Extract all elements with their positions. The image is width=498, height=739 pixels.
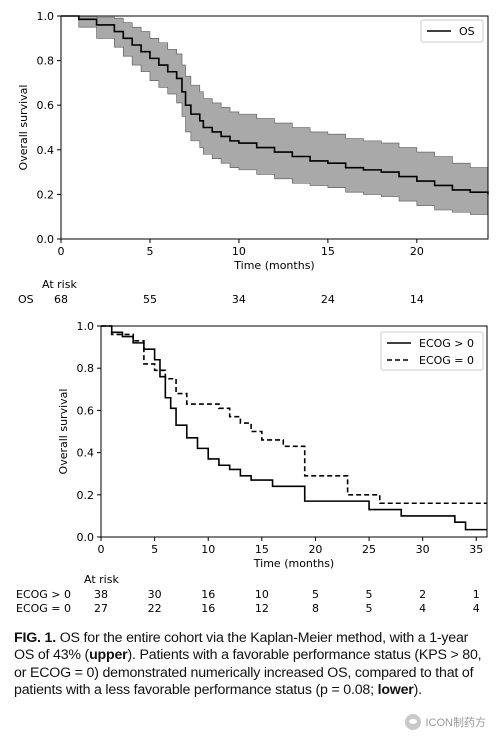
at-risk-value: 5	[366, 602, 373, 615]
y-tick-label: 0.4	[77, 447, 95, 460]
confidence-band	[61, 15, 489, 217]
at-risk-row-label: ECOG = 0	[16, 602, 71, 615]
at-risk-value: 16	[201, 602, 215, 615]
series-line-1	[101, 325, 487, 531]
caption-bold-upper: upper	[89, 647, 128, 664]
x-tick-label: 20	[410, 245, 424, 258]
x-tick-label: 30	[416, 543, 430, 556]
legend-label: ECOG > 0	[419, 337, 474, 350]
y-axis-label: Overall survival	[17, 85, 30, 171]
at-risk-value: 5	[366, 588, 373, 601]
at-risk-value: 12	[255, 602, 269, 615]
at-risk-value: 22	[148, 602, 162, 615]
x-tick-label: 0	[98, 543, 105, 556]
legend-box	[420, 19, 484, 43]
at-risk-value: 68	[54, 293, 68, 306]
x-axis-label: Time (months)	[233, 259, 314, 272]
at-risk-title: At risk	[42, 278, 77, 291]
x-tick-label: 10	[232, 245, 246, 258]
y-tick-label: 0.4	[37, 144, 55, 157]
at-risk-value: 8	[312, 602, 319, 615]
series-line-2	[101, 325, 487, 505]
at-risk-value: 1	[473, 588, 480, 601]
chart-1: 0.0 0.2 0.4 0.6 0.8 1.0 0 5 10 15 20 Time (months) O…	[17, 10, 489, 306]
at-risk-value: 16	[201, 588, 215, 601]
y-axis-label: Overall survival	[57, 389, 70, 475]
caption-text-2: ). Patients with a favorable performance…	[14, 647, 482, 699]
watermark-text: ICON制药方	[425, 717, 487, 729]
y-tick-label: 0.6	[37, 99, 55, 112]
at-risk-value: 27	[94, 602, 108, 615]
y-tick-label: 0.6	[77, 404, 95, 417]
at-risk-table: At risk OS 68 55 34 24 14	[18, 278, 424, 306]
y-tick-label: 0.8	[77, 362, 95, 375]
at-risk-value: 34	[232, 293, 246, 306]
x-tick-label: 5	[146, 245, 153, 258]
caption-text-1: OS for the entire cohort via the Kaplan-…	[14, 630, 469, 664]
at-risk-value: 38	[94, 588, 108, 601]
at-risk-title: At risk	[84, 573, 119, 586]
at-risk-value: 4	[419, 602, 426, 615]
at-risk-row-label: OS	[18, 293, 34, 306]
at-risk-value: 55	[143, 293, 157, 306]
at-risk-value: 14	[410, 293, 424, 306]
y-tick-label: 0.2	[77, 489, 95, 502]
at-risk-value: 5	[312, 588, 319, 601]
x-tick-label: 15	[321, 245, 335, 258]
y-tick-label: 0.0	[77, 531, 95, 544]
y-tick-label: 0.0	[37, 233, 55, 246]
legend-label: ECOG = 0	[419, 354, 474, 367]
x-axis-label: Time (months)	[253, 557, 334, 570]
x-tick-label: 20	[308, 543, 322, 556]
at-risk-value: 2	[419, 588, 426, 601]
y-tick-label: 0.2	[37, 188, 55, 201]
plot-frame	[100, 325, 488, 538]
x-tick-label: 0	[58, 245, 65, 258]
at-risk-value: 24	[321, 293, 335, 306]
x-tick-label: 10	[201, 543, 215, 556]
at-risk-value: 10	[255, 588, 269, 601]
legend: ECOG > 0 ECOG = 0	[380, 331, 484, 371]
x-tick-label: 15	[255, 543, 269, 556]
watermark: ICON制药方	[404, 714, 487, 730]
y-tick-label: 1.0	[37, 10, 55, 23]
caption-text-3: ).	[413, 682, 422, 699]
figure-caption: FIG. 1. OS for the entire cohort via the…	[14, 630, 492, 700]
legend-label: OS	[459, 25, 475, 38]
y-tick-label: 0.8	[37, 55, 55, 68]
series-line-1	[61, 15, 489, 195]
plot-frame	[60, 15, 489, 240]
at-risk-value: 4	[473, 602, 480, 615]
caption-label: FIG. 1.	[14, 630, 56, 646]
at-risk-value: 30	[148, 588, 162, 601]
caption-bold-lower: lower	[377, 682, 414, 699]
at-risk-row-label: ECOG > 0	[16, 588, 71, 601]
y-tick-label: 1.0	[77, 320, 95, 333]
x-tick-label: 5	[151, 543, 158, 556]
x-tick-label: 25	[362, 543, 376, 556]
x-tick-label: 35	[469, 543, 483, 556]
legend: OS	[420, 19, 484, 43]
wechat-icon	[404, 714, 421, 730]
